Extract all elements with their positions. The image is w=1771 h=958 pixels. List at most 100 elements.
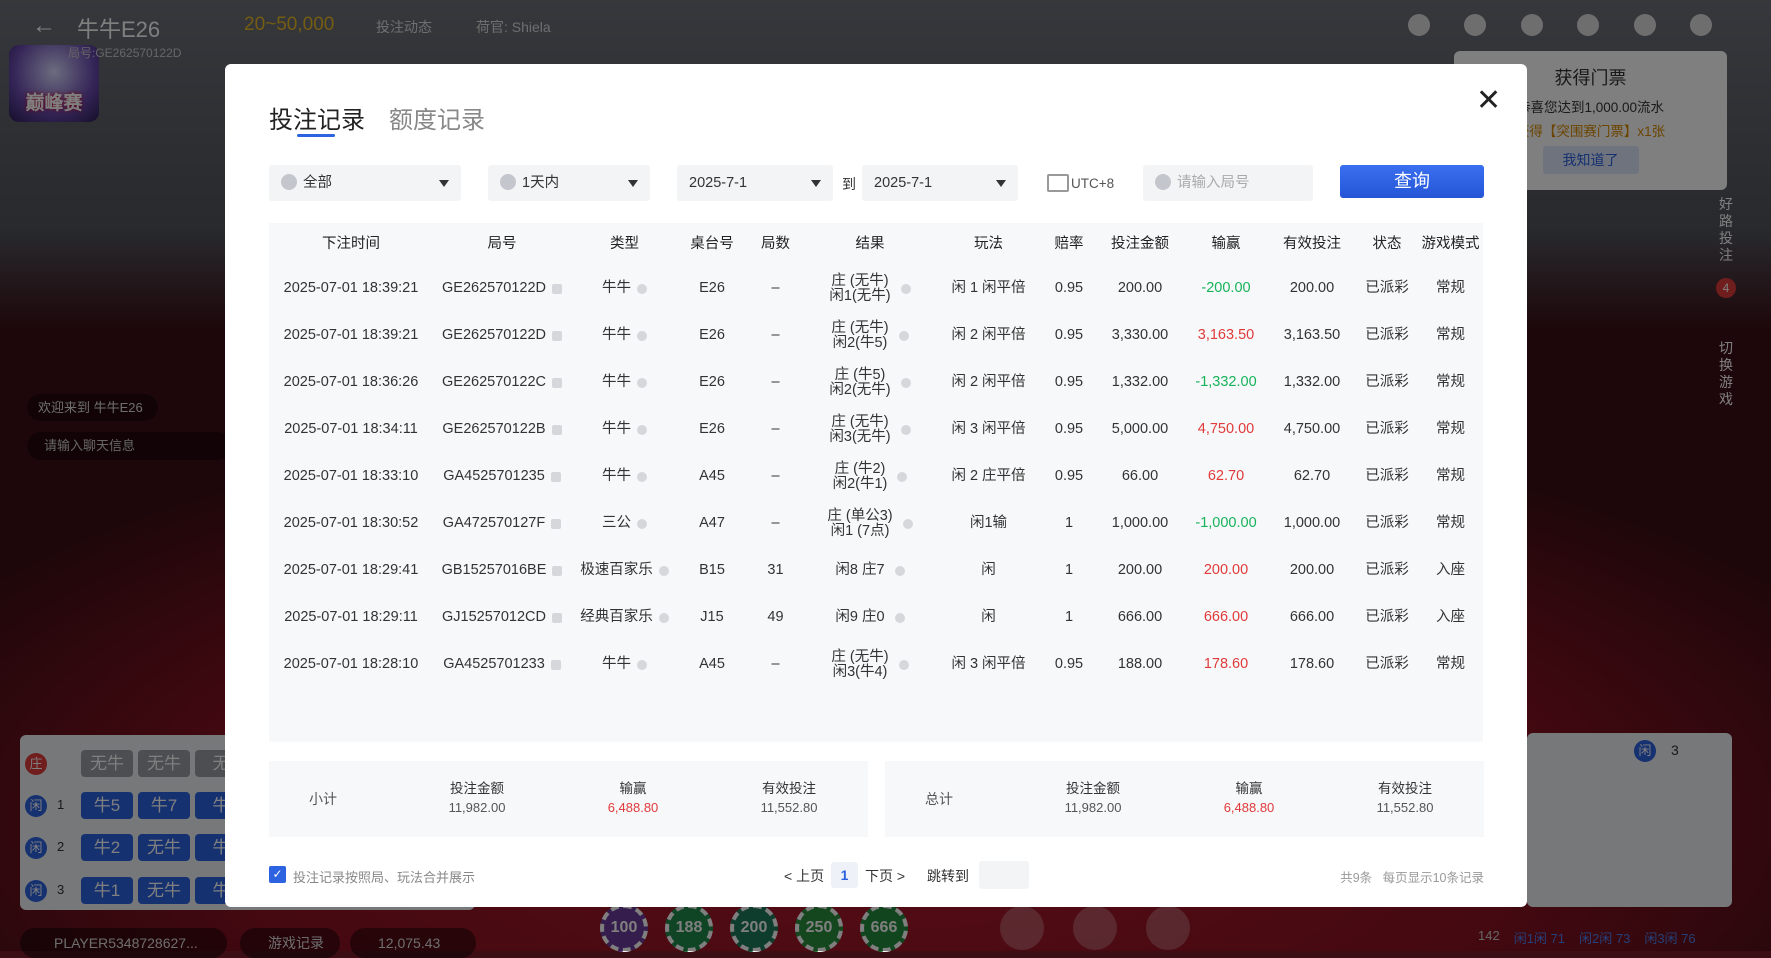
- next-page[interactable]: 下页 >: [865, 868, 906, 884]
- time-text: 2025-07-01 18:39:21: [283, 280, 419, 296]
- table-cell: 闲: [935, 610, 1042, 625]
- table-cell: 0.95: [1042, 422, 1096, 437]
- info-icon[interactable]: [898, 659, 909, 670]
- summary-item: 输赢 6,488.80: [558, 779, 708, 817]
- play-icon[interactable]: [637, 330, 647, 341]
- status-text: 已派彩: [1365, 421, 1409, 437]
- count-text: –: [771, 656, 780, 672]
- play-icon[interactable]: [637, 424, 647, 435]
- odds-text: 1: [1064, 609, 1074, 625]
- round-text: GE262570122D: [442, 327, 546, 343]
- round-input[interactable]: 请输入局号: [1143, 165, 1313, 201]
- win-text: 62.70: [1207, 468, 1245, 484]
- table-cell: 入座: [1418, 610, 1483, 625]
- info-icon[interactable]: [897, 471, 908, 482]
- copy-icon[interactable]: [552, 330, 562, 341]
- table-row: 2025-07-01 18:33:10 GA4525701235 牛牛 A45 – 庄 (…: [269, 453, 1483, 500]
- bet-text: 200.00: [1117, 280, 1163, 296]
- table-cell: 2025-07-01 18:34:11: [269, 422, 433, 437]
- info-icon[interactable]: [894, 565, 905, 576]
- table-cell: 已派彩: [1356, 422, 1418, 437]
- copy-icon[interactable]: [552, 283, 562, 294]
- search-button[interactable]: 查询: [1340, 165, 1484, 198]
- info-icon[interactable]: [900, 377, 911, 388]
- result: 庄 (无牛) 闲3(无牛): [829, 413, 890, 445]
- table-cell: 0.95: [1042, 328, 1096, 343]
- page-info: 共9条 每页显示10条记录: [1340, 867, 1484, 886]
- copy-icon[interactable]: [552, 377, 562, 388]
- column-header: 桌台号: [690, 235, 734, 252]
- play-icon[interactable]: [637, 471, 647, 482]
- time-text: 2025-07-01 18:29:41: [283, 562, 419, 578]
- status-text: 已派彩: [1365, 468, 1409, 484]
- info-icon[interactable]: [900, 424, 911, 435]
- result-line: 庄 (无牛): [831, 413, 889, 430]
- summary-name: 有效投注: [762, 781, 816, 796]
- column-header: 赔率: [1054, 235, 1084, 252]
- round-text: GA472570127F: [442, 515, 546, 531]
- copy-icon[interactable]: [550, 659, 561, 670]
- copy-icon[interactable]: [552, 565, 563, 576]
- date-to[interactable]: 2025-7-1: [862, 165, 1018, 201]
- play-text: 闲 2 闲平倍: [951, 374, 1026, 390]
- play-icon[interactable]: [637, 377, 647, 388]
- close-button[interactable]: ✕: [1476, 84, 1502, 117]
- summary-value: 11,982.00: [448, 800, 506, 815]
- info-icon[interactable]: [902, 518, 913, 529]
- play-icon[interactable]: [658, 565, 669, 576]
- total-count: 共9条: [1340, 871, 1373, 885]
- table-cell: GE262570122D: [433, 281, 571, 296]
- type-text: 三公: [602, 515, 631, 531]
- win-text: -200.00: [1201, 280, 1251, 296]
- table-cell: 闲 2 闲平倍: [935, 375, 1042, 390]
- copy-icon[interactable]: [551, 424, 562, 435]
- table-text: A47: [699, 515, 725, 531]
- jump-input[interactable]: [979, 861, 1029, 889]
- time-text: 2025-07-01 18:30:52: [283, 515, 419, 531]
- table-cell: 庄 (牛2) 闲2(牛1): [805, 461, 935, 492]
- tab[interactable]: 额度记录: [389, 107, 485, 134]
- page-number[interactable]: 1: [831, 862, 858, 888]
- date-separator: 到: [842, 176, 856, 192]
- play-icon[interactable]: [637, 518, 647, 529]
- win-text: 666.00: [1203, 609, 1249, 625]
- info-icon[interactable]: [898, 330, 909, 341]
- summary-item: 输赢 6,488.80: [1174, 779, 1324, 817]
- table-cell: 3,330.00: [1096, 328, 1184, 343]
- info-icon[interactable]: [900, 283, 911, 294]
- copy-icon[interactable]: [552, 612, 562, 623]
- play-icon[interactable]: [637, 659, 647, 670]
- table-cell: -200.00: [1184, 281, 1268, 296]
- table-cell: 闲 1 闲平倍: [935, 281, 1042, 296]
- time-text: 2025-07-01 18:34:11: [284, 421, 418, 437]
- valid-text: 178.60: [1289, 656, 1335, 672]
- type-text: 牛牛: [602, 280, 631, 296]
- table-cell: 极速百家乐: [571, 563, 678, 578]
- column-header: 游戏模式: [1421, 235, 1480, 252]
- copy-icon[interactable]: [551, 518, 562, 529]
- play-icon[interactable]: [637, 283, 647, 294]
- play-icon[interactable]: [658, 612, 669, 623]
- type-select[interactable]: 全部: [269, 165, 461, 201]
- result-line: 庄 (无牛): [831, 648, 889, 665]
- table-text: E26: [699, 421, 725, 437]
- merge-checkbox[interactable]: ✓: [269, 866, 286, 883]
- tab-active[interactable]: 投注记录: [269, 107, 365, 134]
- table-cell: 已派彩: [1356, 328, 1418, 343]
- copy-icon[interactable]: [550, 471, 561, 482]
- table-cell: 闲 3 闲平倍: [935, 657, 1042, 672]
- prev-page[interactable]: < 上页: [784, 868, 825, 884]
- table-row: 2025-07-01 18:39:21 GE262570122D 牛牛 E26 – 庄 (…: [269, 312, 1483, 359]
- result: 庄 (无牛) 闲1(无牛): [829, 273, 890, 304]
- table-cell: 已派彩: [1356, 516, 1418, 531]
- table-cell: 牛牛: [571, 375, 678, 390]
- info-icon[interactable]: [894, 612, 905, 623]
- date-from[interactable]: 2025-7-1: [677, 165, 833, 201]
- timezone[interactable]: UTC+8: [1071, 176, 1115, 191]
- table-cell: 闲9 庄0: [805, 610, 935, 625]
- table-cell: 2025-07-01 18:29:11: [269, 610, 433, 625]
- play-text: 闲 3 闲平倍: [951, 656, 1026, 672]
- range-select[interactable]: 1天内: [488, 165, 650, 201]
- table-body: 2025-07-01 18:39:21 GE262570122D 牛牛 E26 – 庄 (…: [269, 265, 1483, 688]
